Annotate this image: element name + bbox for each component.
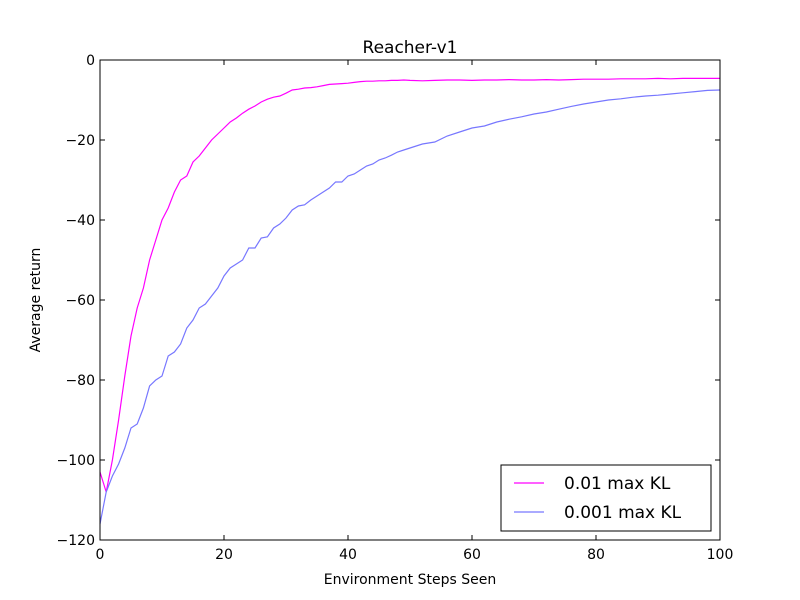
x-tick-label: 60 xyxy=(463,547,481,563)
legend-label: 0.001 max KL xyxy=(564,503,682,523)
legend: 0.01 max KL 0.001 max KL xyxy=(500,464,712,532)
y-tick-label: −20 xyxy=(65,133,95,149)
y-tick-label: −60 xyxy=(65,293,95,309)
y-tick-label: −120 xyxy=(57,533,95,549)
y-tick-label: −40 xyxy=(65,213,95,229)
y-tick-label: −80 xyxy=(65,373,95,389)
y-tick-label: 0 xyxy=(86,53,95,69)
y-tick-label: −100 xyxy=(57,453,95,469)
x-tick-label: 20 xyxy=(215,547,233,563)
legend-box xyxy=(500,464,712,532)
y-axis-title: Average return xyxy=(28,248,44,353)
chart-title: Reacher-v1 xyxy=(363,38,458,58)
legend-label: 0.01 max KL xyxy=(564,474,671,494)
x-tick-label: 0 xyxy=(96,547,105,563)
x-tick-label: 80 xyxy=(587,547,605,563)
series-line-1 xyxy=(99,77,720,493)
series-line-2 xyxy=(99,89,721,525)
x-tick-label: 100 xyxy=(707,547,734,563)
ticks-layer: 0 20 40 60 80 100 0 −20 −40 −60 −80 −100 −120 xyxy=(57,53,734,563)
x-axis-title: Environment Steps Seen xyxy=(324,572,496,588)
x-tick-label: 40 xyxy=(339,547,357,563)
series-layer xyxy=(99,77,721,525)
